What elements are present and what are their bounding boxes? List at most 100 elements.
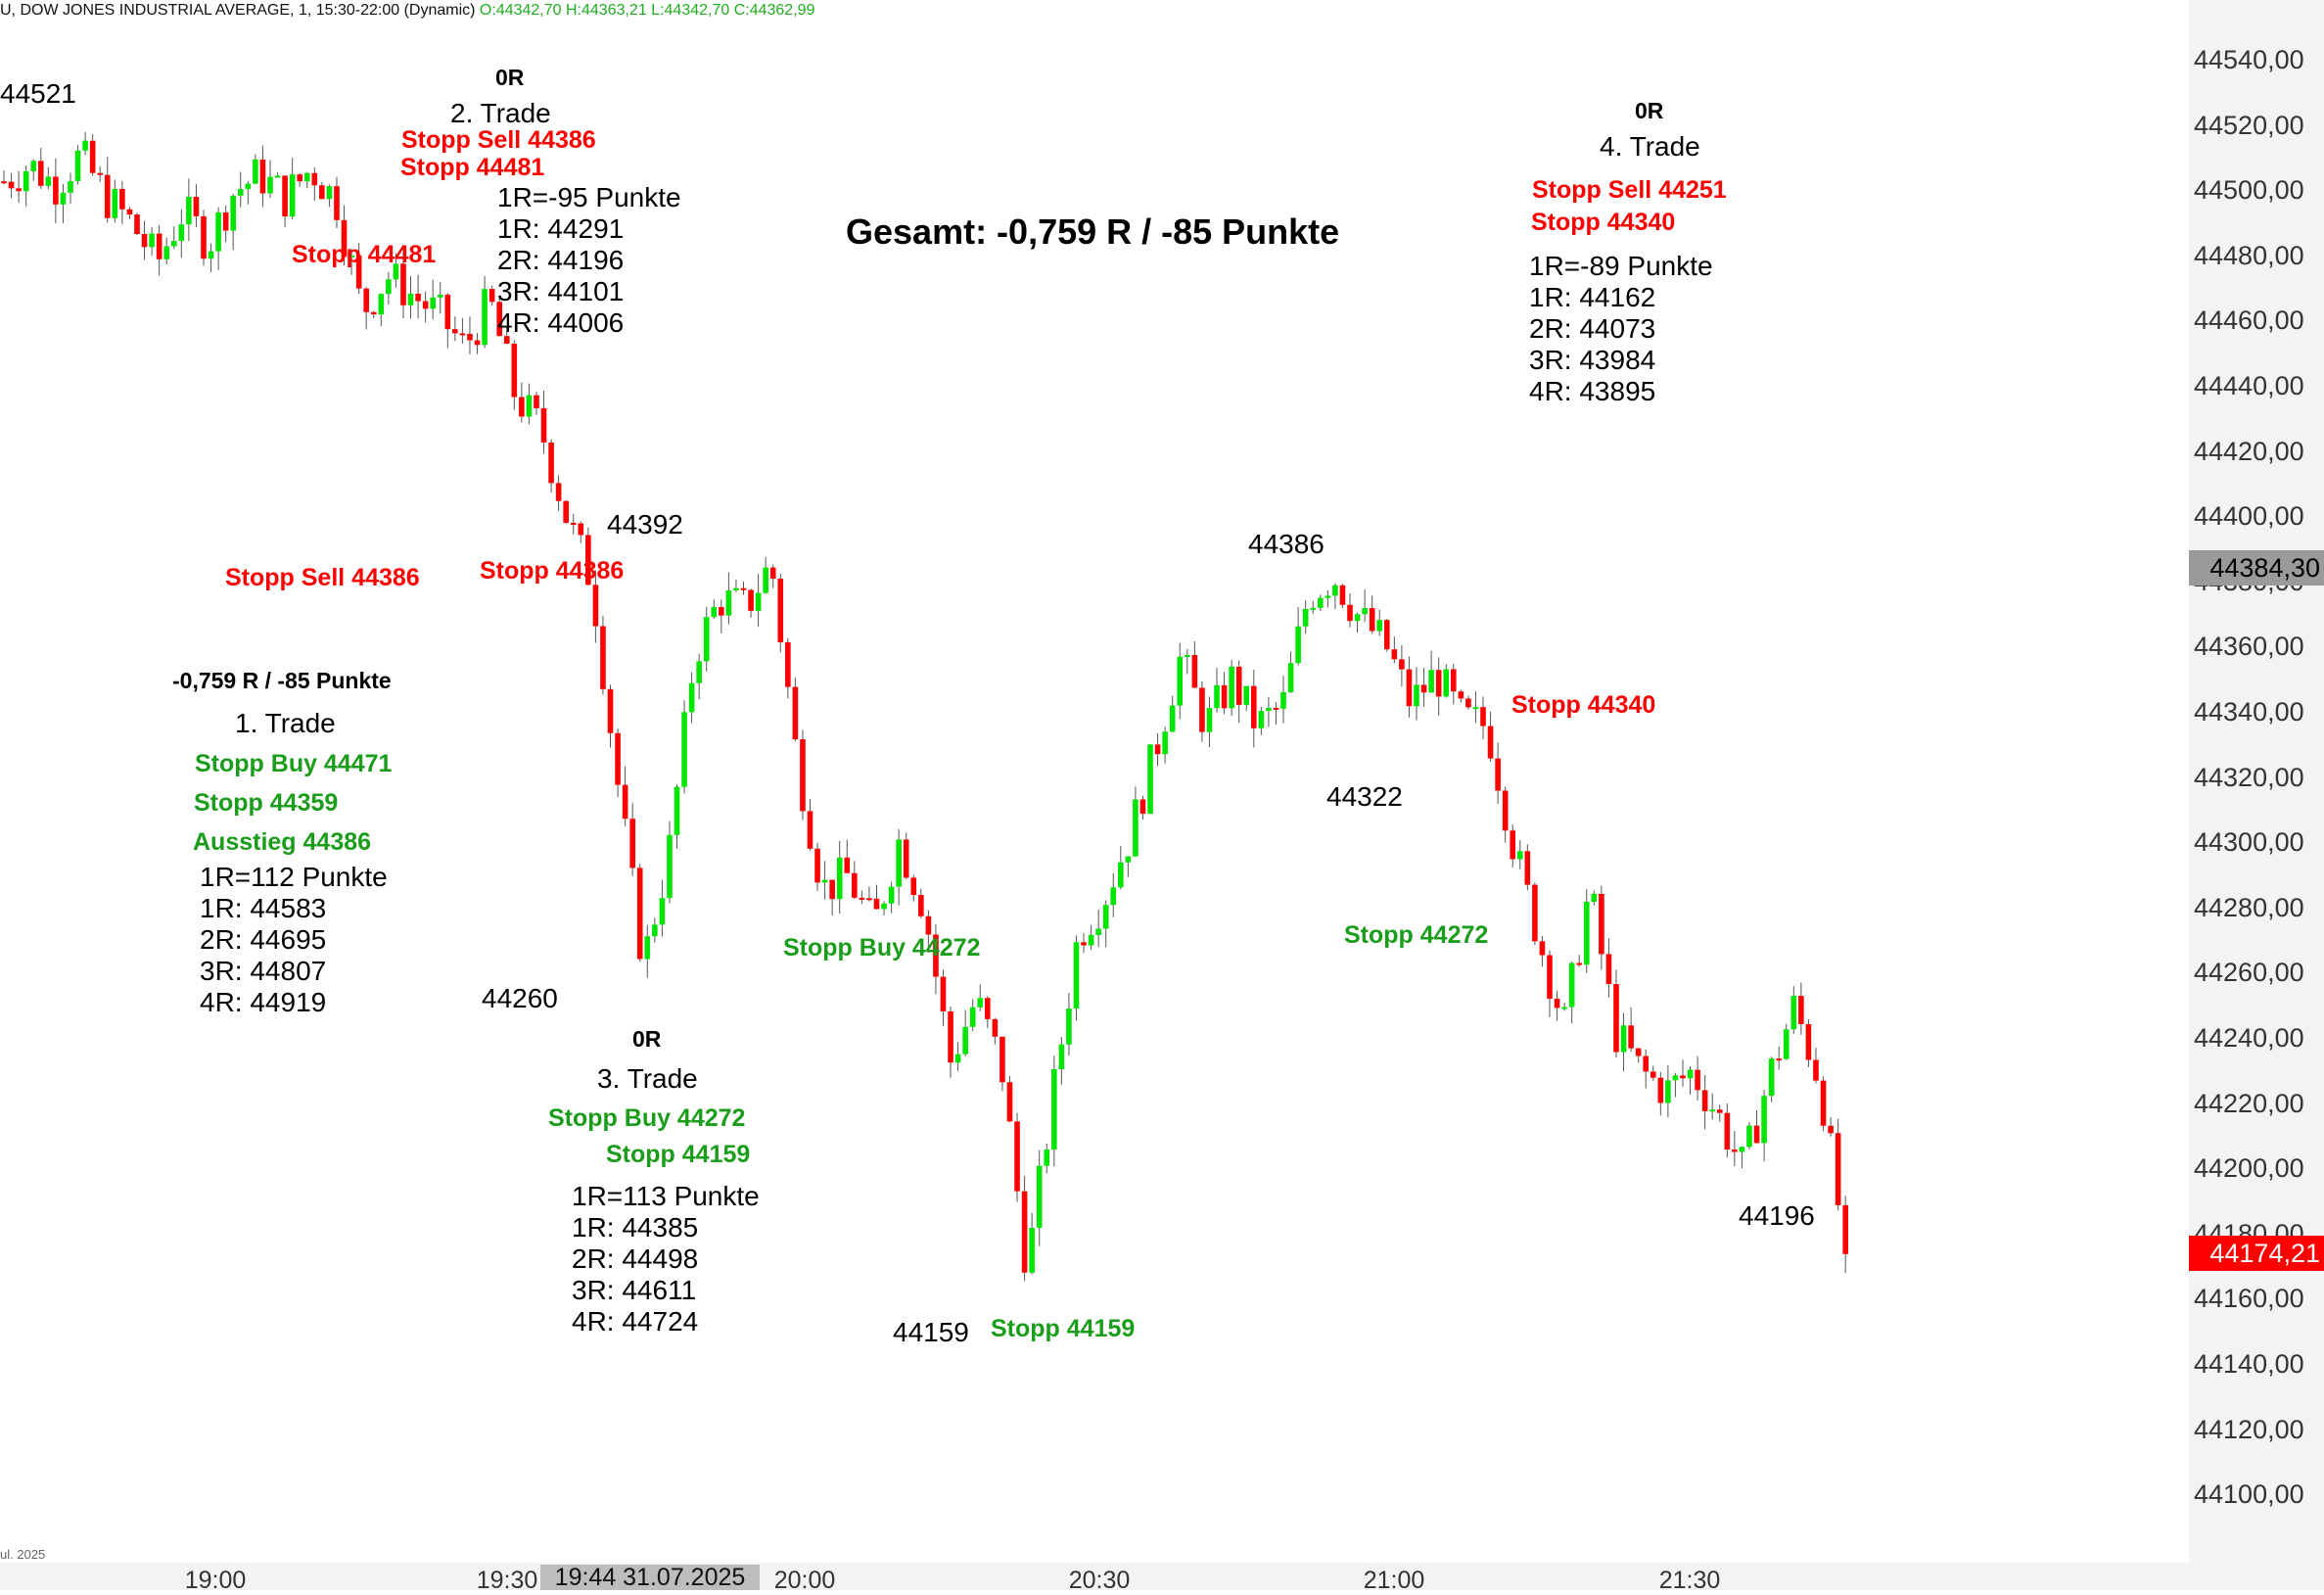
candle-body (962, 1026, 968, 1055)
candle-body (163, 246, 170, 259)
candle-body (1302, 608, 1309, 627)
candle-body (8, 181, 15, 189)
candle-body (326, 186, 333, 200)
candle-body (452, 329, 458, 334)
candle-body (1118, 862, 1124, 888)
candle-body (821, 879, 828, 883)
candle-body (37, 161, 44, 186)
trade-1-target-2: 2R: 44695 (200, 924, 327, 955)
price-chart[interactable]: U, DOW JONES INDUSTRIAL AVERAGE, 1, 15:3… (0, 0, 2189, 1563)
candle-body (1369, 608, 1375, 632)
stopp-44386-label: Stopp 44386 (480, 557, 625, 585)
candle-body (1014, 1121, 1020, 1192)
candle-body (681, 712, 687, 787)
candle-body (1724, 1112, 1731, 1150)
candle-body (1761, 1096, 1767, 1144)
candle-body (349, 255, 354, 258)
candle-body (888, 886, 895, 904)
candle-body (1095, 928, 1101, 935)
time-tick-label: 19:00 (184, 1567, 247, 1594)
candle-body (1480, 707, 1486, 727)
candle-body (370, 311, 377, 315)
candle-body (763, 567, 768, 593)
candle-body (208, 251, 214, 259)
candle-body (259, 159, 266, 194)
candle-body (1354, 614, 1361, 622)
candle-body (555, 483, 562, 501)
candle-body (999, 1036, 1005, 1083)
candle-body (355, 255, 362, 289)
candle-body (1088, 934, 1094, 946)
trade-4-target-2: 2R: 44073 (1529, 313, 1656, 344)
candle-body (386, 279, 392, 295)
candle-body (1362, 608, 1368, 615)
candle-body (319, 185, 325, 200)
candle-body (1732, 1149, 1738, 1152)
candle-body (1214, 684, 1220, 709)
candle-body (519, 397, 525, 417)
time-axis[interactable] (0, 1563, 2189, 1590)
price-tick-label: 44280,00 (2194, 892, 2304, 922)
candle-body (53, 176, 59, 205)
trade-3-entry: Stopp Buy 44272 (548, 1104, 746, 1132)
trade-2-stop: Stopp 44481 (400, 154, 545, 181)
trade-4-entry: Stopp Sell 44251 (1532, 176, 1727, 204)
candle-body (1177, 656, 1184, 706)
candle-body (1273, 707, 1279, 710)
candle-body (60, 192, 67, 205)
stopp-buy-44272-label: Stopp Buy 44272 (783, 934, 981, 962)
candle-body (688, 682, 695, 713)
candle-body (178, 224, 185, 242)
trade-4-target-4: 4R: 43895 (1529, 376, 1656, 406)
candle-body (1376, 620, 1383, 632)
price-tick-label: 44120,00 (2194, 1414, 2304, 1444)
candle-body (1185, 654, 1190, 657)
swing-low-44159: 44159 (893, 1317, 969, 1347)
swing-high-44521: 44521 (0, 78, 76, 109)
swing-low-44196: 44196 (1739, 1200, 1815, 1231)
price-tick-label: 44320,00 (2194, 762, 2304, 792)
candle-body (777, 579, 784, 642)
candle-body (1332, 585, 1338, 596)
candle-body (1044, 1149, 1050, 1166)
candlestick-series (1, 131, 1848, 1282)
candle-body (1266, 707, 1272, 712)
candle-body (488, 289, 495, 303)
candle-body (45, 176, 52, 186)
candle-body (1280, 691, 1286, 709)
trade-4-title: 4. Trade (1600, 131, 1700, 162)
candle-body (1154, 744, 1161, 755)
candle-body (1229, 666, 1234, 709)
price-axis[interactable] (2189, 0, 2324, 1590)
candle-body (792, 686, 799, 740)
candle-body (430, 297, 436, 309)
candle-body (1102, 905, 1109, 929)
candle-body (1243, 685, 1250, 705)
candle-body (925, 915, 932, 935)
swing-low-44260: 44260 (482, 983, 558, 1013)
ohlc-readout: O:44342,70 H:44363,21 L:44342,70 C:44362… (479, 2, 815, 19)
candle-body (607, 688, 614, 733)
candle-body (215, 211, 221, 252)
trade-1-risk: 1R=112 Punkte (200, 862, 388, 892)
candle-body (156, 233, 163, 259)
price-tick-label: 44480,00 (2194, 240, 2304, 270)
candle-body (674, 786, 680, 835)
price-tick-label: 44300,00 (2194, 827, 2304, 858)
candle-body (1539, 941, 1546, 956)
candle-body (985, 998, 991, 1019)
trade-3-stop: Stopp 44159 (606, 1141, 751, 1168)
candle-body (1502, 790, 1509, 831)
candle-body (1790, 996, 1797, 1030)
trade-2-entry: Stopp Sell 44386 (401, 126, 596, 154)
candle-body (1428, 670, 1434, 693)
trade-2-target-3: 3R: 44101 (497, 276, 625, 306)
candle-body (1665, 1080, 1671, 1103)
time-tick-label: 21:30 (1658, 1567, 1721, 1594)
candle-body (585, 535, 591, 586)
candle-body (30, 161, 37, 171)
candle-body (896, 839, 902, 887)
candle-body (474, 340, 481, 346)
candle-body (16, 188, 22, 192)
trade-2-target-4: 4R: 44006 (497, 307, 625, 338)
